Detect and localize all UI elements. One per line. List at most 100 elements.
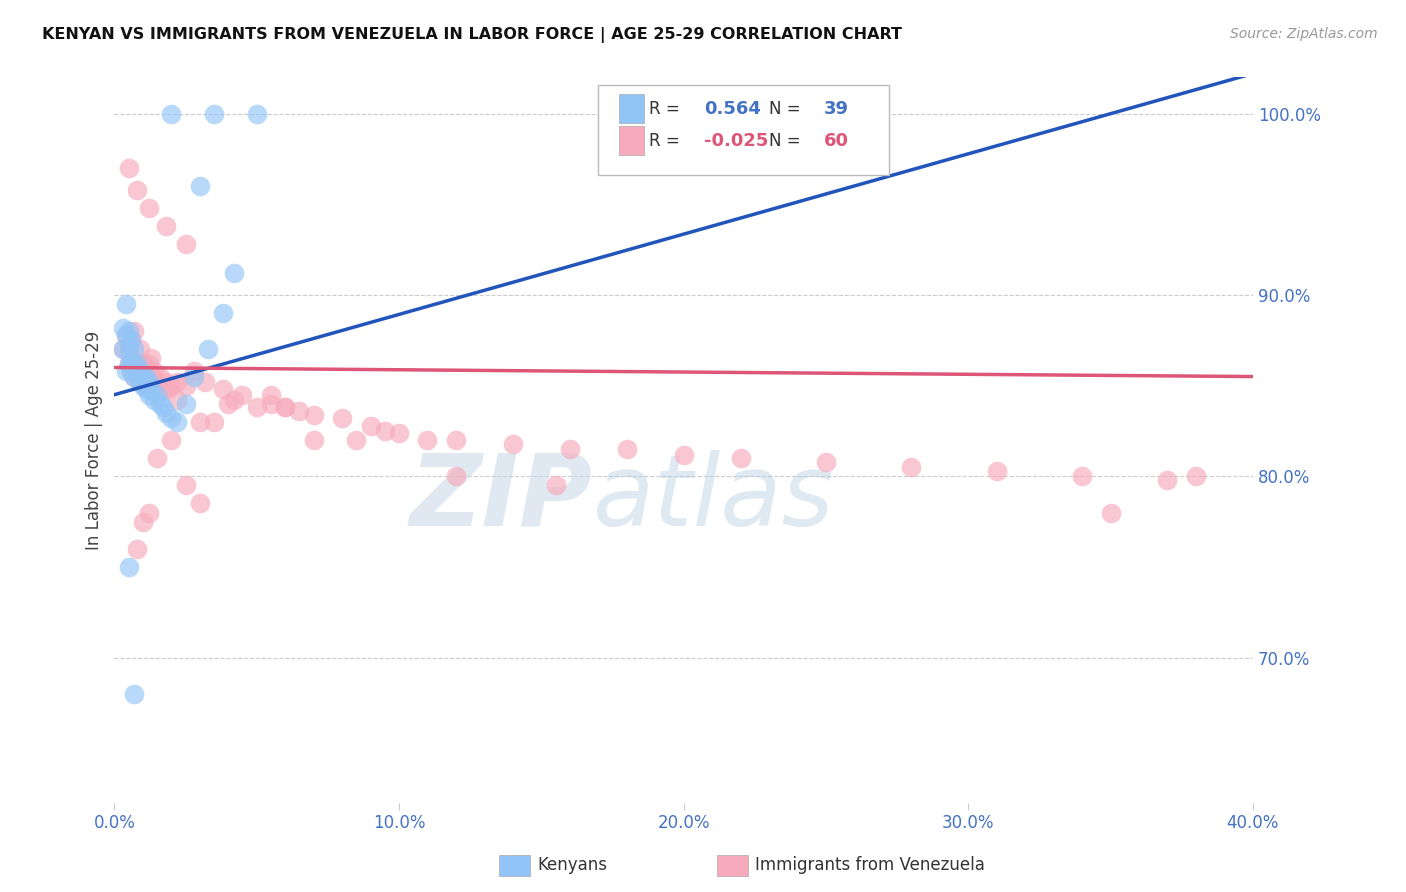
Point <box>138 387 160 401</box>
Point <box>344 433 367 447</box>
Point <box>143 364 166 378</box>
Point <box>544 478 567 492</box>
Point <box>132 369 155 384</box>
Text: KENYAN VS IMMIGRANTS FROM VENEZUELA IN LABOR FORCE | AGE 25-29 CORRELATION CHART: KENYAN VS IMMIGRANTS FROM VENEZUELA IN L… <box>42 27 903 43</box>
Point <box>117 161 139 175</box>
Point <box>146 387 169 401</box>
Point <box>114 297 136 311</box>
Point <box>117 560 139 574</box>
Point <box>132 369 155 384</box>
FancyBboxPatch shape <box>619 95 644 123</box>
Point <box>194 375 217 389</box>
Point <box>124 343 146 357</box>
Point <box>138 506 160 520</box>
Point <box>135 360 157 375</box>
Point <box>111 343 134 357</box>
Point <box>124 369 146 384</box>
Point <box>166 415 188 429</box>
Point <box>132 357 155 371</box>
Point <box>121 334 143 348</box>
Point <box>117 339 139 353</box>
Point <box>127 357 149 371</box>
Point <box>211 382 233 396</box>
Point <box>138 357 160 371</box>
Point <box>141 382 163 396</box>
Text: R =: R = <box>650 100 686 118</box>
Point <box>374 424 396 438</box>
Point <box>141 351 163 366</box>
Point <box>202 106 225 120</box>
Point <box>127 357 149 371</box>
Text: Kenyans: Kenyans <box>537 856 607 874</box>
Point <box>129 343 152 357</box>
FancyBboxPatch shape <box>619 126 644 155</box>
Text: N =: N = <box>769 131 806 150</box>
Point <box>138 201 160 215</box>
Point <box>388 425 411 440</box>
Point <box>502 436 524 450</box>
Point <box>217 397 239 411</box>
FancyBboxPatch shape <box>598 85 889 176</box>
Point <box>183 364 205 378</box>
Point <box>360 418 382 433</box>
Point <box>117 324 139 338</box>
Point <box>302 408 325 422</box>
Point <box>416 433 439 447</box>
Point <box>117 357 139 371</box>
Point <box>135 369 157 384</box>
Point <box>160 106 183 120</box>
Point <box>246 401 269 415</box>
Point <box>114 327 136 342</box>
Point <box>117 357 139 371</box>
Point <box>117 337 139 351</box>
Point <box>1185 469 1208 483</box>
Point <box>444 433 467 447</box>
Y-axis label: In Labor Force | Age 25-29: In Labor Force | Age 25-29 <box>86 330 103 549</box>
Point <box>124 687 146 701</box>
Point <box>174 478 197 492</box>
Point <box>124 324 146 338</box>
Point <box>274 401 297 415</box>
Point <box>202 415 225 429</box>
Point <box>155 375 177 389</box>
Text: 60: 60 <box>824 131 849 150</box>
Point <box>124 369 146 384</box>
Point <box>135 378 157 392</box>
Point <box>138 375 160 389</box>
Point <box>166 375 188 389</box>
Point <box>302 433 325 447</box>
Point <box>174 237 197 252</box>
Point <box>135 382 157 396</box>
Point <box>111 343 134 357</box>
Point <box>114 364 136 378</box>
Text: Source: ZipAtlas.com: Source: ZipAtlas.com <box>1230 27 1378 41</box>
Point <box>111 320 134 334</box>
Point <box>616 442 638 456</box>
Point <box>132 515 155 529</box>
Point <box>222 266 245 280</box>
Text: 0.564: 0.564 <box>704 100 761 118</box>
Point <box>121 357 143 371</box>
Point <box>146 375 169 389</box>
Point <box>231 387 253 401</box>
Point <box>129 364 152 378</box>
Point <box>197 343 219 357</box>
Text: ZIP: ZIP <box>409 450 592 547</box>
Point <box>1071 469 1094 483</box>
Point <box>260 397 283 411</box>
Point <box>155 219 177 233</box>
Text: -0.025: -0.025 <box>704 131 769 150</box>
Point <box>127 369 149 384</box>
Point <box>188 415 211 429</box>
Text: N =: N = <box>769 100 806 118</box>
Text: Immigrants from Venezuela: Immigrants from Venezuela <box>755 856 984 874</box>
Text: R =: R = <box>650 131 686 150</box>
Point <box>121 364 143 378</box>
Text: 39: 39 <box>824 100 849 118</box>
Point <box>129 375 152 389</box>
Point <box>121 364 143 378</box>
Point <box>124 357 146 371</box>
Point <box>160 411 183 425</box>
Point <box>132 378 155 392</box>
Point <box>188 179 211 194</box>
